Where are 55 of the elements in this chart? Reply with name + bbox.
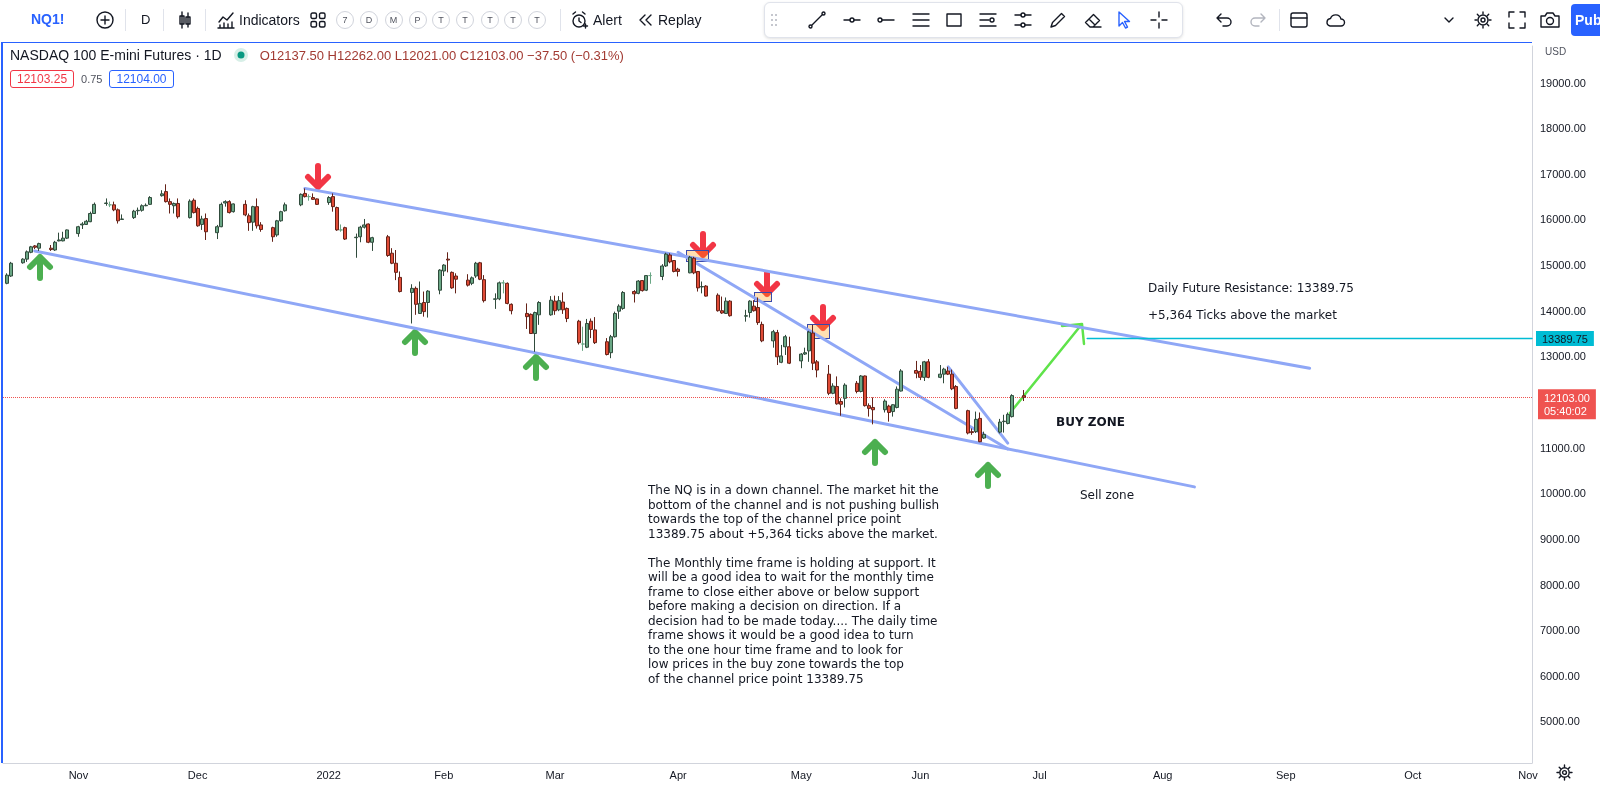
y-tick-label: 5000.00 (1540, 715, 1580, 728)
y-tick-label: 8000.00 (1540, 578, 1580, 591)
text: D (141, 12, 151, 28)
x-tick-label: Jul (1032, 768, 1047, 781)
text: NQ1! (31, 11, 65, 28)
x-tick-label: 2022 (316, 768, 341, 781)
annotation: Daily Future Resistance: 13389.75 (1148, 281, 1354, 296)
y-tick-label: 7000.00 (1540, 624, 1580, 637)
text: D (360, 11, 378, 29)
text: T (504, 11, 522, 29)
text: 7 (336, 11, 354, 29)
text: M (384, 11, 403, 29)
x-tick-label: Feb (434, 768, 454, 781)
annotation: O12137.50 H12262.00 L12021.00 C12103.00 −37.50 (−0.31%) (259, 47, 624, 63)
y-tick-label: 16000.00 (1540, 213, 1586, 226)
text: T (528, 11, 546, 29)
text: P (408, 11, 427, 29)
y-tick-label: 18000.00 (1540, 122, 1586, 135)
x-tick-label: May (790, 768, 813, 781)
text: T (456, 11, 474, 29)
text: Replay (658, 12, 702, 29)
chart-title: NASDAQ 100 E-mini Futures · 1D (10, 47, 222, 63)
y-tick-label: 14000.00 (1540, 304, 1586, 317)
text: USD (1545, 46, 1567, 58)
y-tick-label: 15000.00 (1540, 259, 1586, 272)
x-tick-label: Aug (1152, 768, 1173, 781)
annotation: Sell zone (1080, 488, 1135, 503)
y-tick-label: 13000.00 (1540, 350, 1586, 363)
y-tick-label: 17000.00 (1540, 167, 1586, 180)
text: Indicators (239, 12, 300, 29)
text: Alert (593, 12, 622, 29)
annotation: 12103.25 (10, 70, 75, 88)
x-tick-label: Jun (911, 768, 930, 781)
x-tick-label: Dec (187, 768, 208, 781)
text: The NQ is in a down channel. The market hit the bottom of the channel and is not pushing bullish towards the top of the channel price point 13389.75 about +5,364 ticks above the market. The Monthly time frame is holding at support. It will be a good idea to wait for the monthly time frame to close either above or below support before making a decision on direction. If a decision had to be made today.... The daily time frame shows it would be a good idea to turn to the one hour time frame and to look for low prices in the buy zone towards the top of the channel price point 13389.75 (648, 483, 940, 686)
button: Pub (1571, 4, 1600, 36)
ref-line-label: 12103.00 05:40:02 (1544, 391, 1590, 417)
annotation: +5,364 Ticks above the market (1148, 308, 1337, 323)
y-tick-label: 19000.00 (1540, 76, 1586, 89)
text: T (481, 11, 499, 29)
y-tick-label: 9000.00 (1540, 532, 1580, 545)
x-tick-label: Mar (545, 768, 565, 781)
text: T (432, 11, 450, 29)
annotation: 0.75 (81, 73, 103, 85)
y-tick-label: 11000.00 (1540, 441, 1586, 454)
y-tick-label: 6000.00 (1540, 669, 1580, 682)
x-tick-label: Nov (68, 768, 89, 781)
x-tick-label: Oct (1404, 768, 1422, 781)
annotation: 12104.00 (109, 70, 174, 88)
data-label: 13389.75 (1542, 332, 1588, 345)
x-tick-label: Apr (669, 768, 688, 781)
x-tick-label: Nov (1518, 768, 1539, 781)
y-tick-label: 10000.00 (1540, 487, 1586, 500)
x-tick-label: Sep (1275, 768, 1296, 781)
annotation: BUY ZONE (1056, 415, 1125, 430)
